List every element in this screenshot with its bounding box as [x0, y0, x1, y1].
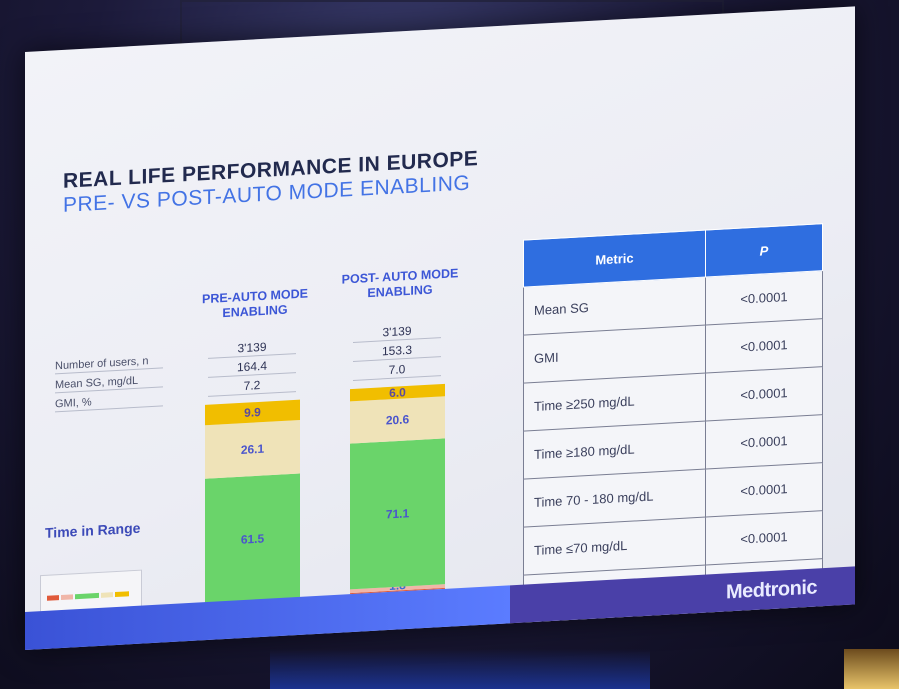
- range-legend-swatches: [47, 591, 129, 601]
- legend-swatch-180-250: [101, 592, 113, 598]
- bar-segment-180-250: [205, 419, 300, 479]
- legend-swatch-70-180: [75, 592, 99, 600]
- p-value-cell: <0.0001: [705, 366, 823, 422]
- projection-screen: REAL LIFE PERFORMANCE IN EUROPE PRE- VS …: [25, 6, 855, 651]
- bar-segment->250: [350, 383, 445, 402]
- p-value-cell: <0.0001: [705, 414, 823, 470]
- bar-value-label: 61.5: [241, 531, 265, 546]
- bar-value-label: 9.9: [244, 405, 261, 420]
- stage-light: [270, 649, 650, 689]
- legend-swatch-gt250: [115, 591, 129, 598]
- p-column-header: P: [705, 223, 823, 278]
- legend-swatch-54-70: [61, 594, 73, 601]
- bar-segment-70-180: [205, 473, 300, 605]
- bar-segment-70-180: [350, 438, 445, 590]
- bar-value-label: 26.1: [241, 442, 265, 457]
- bar-value-label: 20.6: [386, 412, 410, 427]
- bar-value-label: 6.0: [389, 385, 406, 400]
- p-value-cell: <0.0001: [705, 462, 823, 518]
- tir-stacked-bar-chart: 0.62.061.526.19.90.51.871.120.66.0: [205, 383, 445, 629]
- p-value-cell: <0.0001: [705, 270, 823, 326]
- p-value-table: Metric P Mean SG <0.0001 GMI <0.0001 Time …: [523, 223, 823, 624]
- stage-light: [844, 649, 899, 689]
- range-legend: [40, 569, 142, 618]
- bar-segment-54-70: [350, 584, 445, 594]
- legend-swatch-lt54: [47, 595, 59, 601]
- bar-value-label: 71.1: [386, 506, 410, 521]
- bar-segment->250: [205, 399, 300, 426]
- p-value-cell: <0.0001: [705, 318, 823, 374]
- medtronic-logo: Medtronic: [725, 576, 817, 604]
- p-value-cell: <0.0001: [705, 510, 823, 566]
- bar-segment-180-250: [350, 396, 445, 444]
